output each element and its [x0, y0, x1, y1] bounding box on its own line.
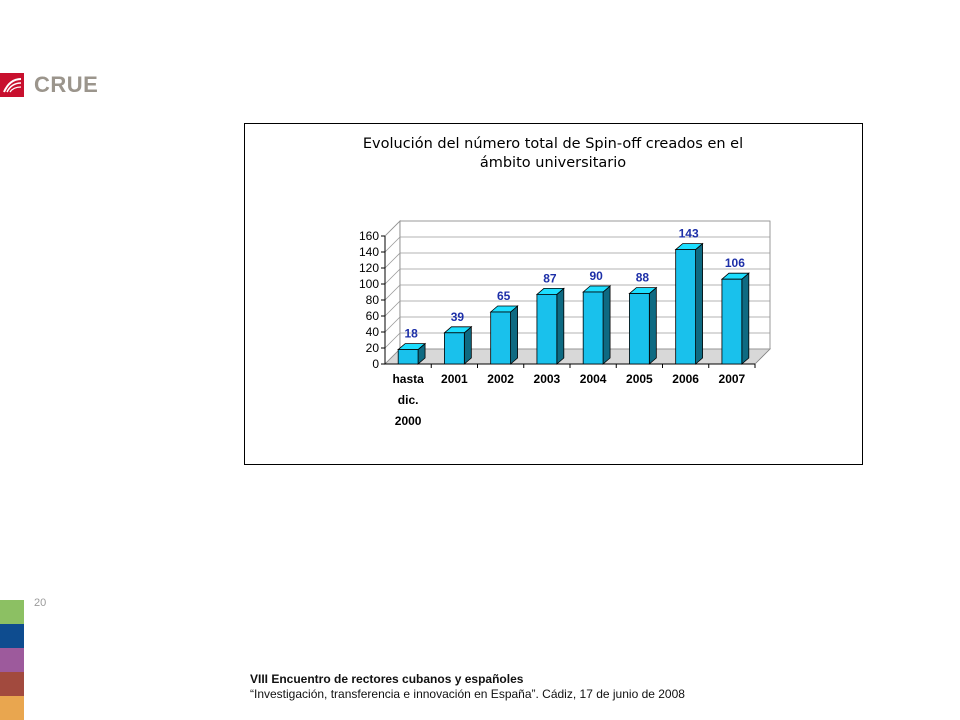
data-label: 18: [404, 327, 418, 341]
bar: [582, 291, 604, 365]
x-tick-label: 2003: [534, 372, 561, 386]
x-tick-label: 2005: [626, 372, 653, 386]
x-tick-label: dic.: [398, 393, 419, 407]
data-label: 39: [451, 310, 465, 324]
color-strip-block: [0, 672, 24, 696]
gridline: [384, 284, 770, 301]
y-tick-label: 40: [366, 325, 380, 339]
y-tick-label: 20: [366, 341, 380, 355]
bar-side: [648, 286, 657, 365]
x-tick-label: 2007: [719, 372, 746, 386]
x-tick-label: 2002: [487, 372, 514, 386]
crue-wing-icon: [0, 73, 24, 97]
data-label: 87: [543, 271, 557, 285]
logo-text: CRUE: [34, 72, 99, 97]
data-label: 106: [725, 256, 745, 270]
y-tick-label: 0: [372, 357, 379, 371]
bar-side: [556, 287, 565, 365]
x-tick-label: 2000: [395, 414, 422, 428]
color-strip: [0, 600, 24, 720]
chart-title-line: ámbito universitario: [480, 155, 626, 171]
chart-title-line: Evolución del número total de Spin-off c…: [363, 136, 743, 152]
data-label: 143: [679, 227, 699, 241]
y-tick-label: 120: [359, 261, 379, 275]
bar: [490, 311, 511, 365]
bar-side: [695, 242, 703, 365]
bar: [536, 293, 558, 365]
footer: VIII Encuentro de rectores cubanos y esp…: [250, 672, 685, 702]
bar-side: [510, 305, 518, 365]
y-tick-label: 80: [366, 293, 380, 307]
bar: [675, 249, 696, 365]
chart-frame: Evolución del número total de Spin-off c…: [244, 123, 863, 465]
x-tick-label: 2006: [672, 372, 699, 386]
chart-floor: [384, 348, 771, 365]
x-tick-label: hasta: [392, 372, 424, 386]
crue-logo: CRUE: [0, 70, 98, 100]
page-number: 20: [34, 597, 47, 609]
footer-event-title: VIII Encuentro de rectores cubanos y esp…: [250, 672, 524, 686]
data-label: 90: [589, 269, 603, 283]
bar: [444, 332, 465, 365]
color-strip-block: [0, 696, 24, 720]
x-tick-label: 2001: [441, 372, 468, 386]
y-tick-label: 60: [366, 309, 380, 323]
bar: [397, 349, 419, 365]
color-strip-block: [0, 624, 24, 648]
color-strip-block: [0, 600, 24, 624]
gridline: [384, 268, 770, 285]
y-tick-label: 100: [359, 277, 379, 291]
bar-chart: Evolución del número total de Spin-off c…: [359, 136, 771, 428]
bar: [721, 278, 743, 365]
y-tick-label: 140: [359, 245, 379, 259]
x-tick-label: 2004: [580, 372, 607, 386]
footer-event-subtitle: “Investigación, transferencia e innovaci…: [250, 687, 685, 701]
gridline: [384, 252, 770, 269]
bar: [629, 293, 650, 365]
bar-side: [602, 285, 611, 365]
bar-side: [741, 272, 750, 365]
data-label: 65: [497, 289, 511, 303]
color-strip-block: [0, 648, 24, 672]
data-label: 88: [636, 271, 650, 285]
y-tick-label: 160: [359, 229, 379, 243]
gridline: [384, 236, 770, 253]
gridline: [384, 220, 770, 237]
